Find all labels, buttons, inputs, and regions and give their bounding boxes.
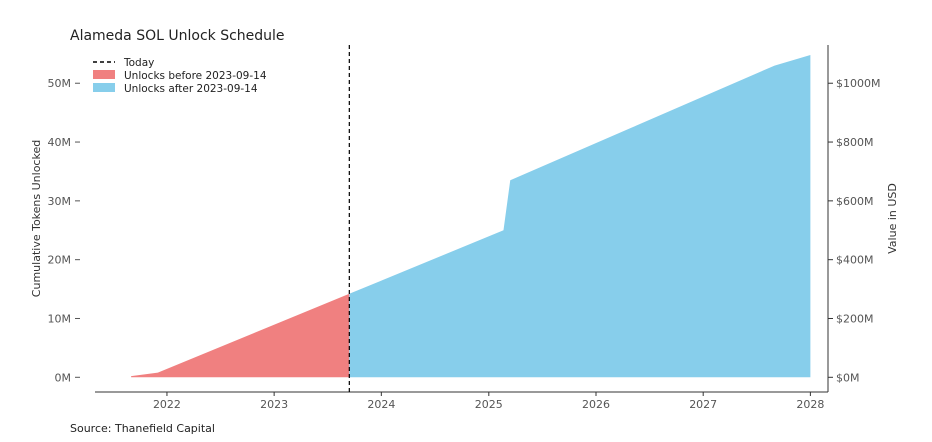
area-series-2 (349, 55, 811, 378)
y2-tick-label: $400M (836, 254, 874, 267)
legend-swatch-1 (93, 70, 115, 79)
x-tick-label: 2022 (153, 398, 181, 411)
y-tick-label: 20M (48, 254, 72, 267)
legend-label-2: Unlocks after 2023-09-14 (124, 83, 258, 95)
area-series-group (131, 55, 811, 378)
chart-title: Alameda SOL Unlock Schedule (70, 28, 285, 44)
y2-tick-label: $600M (836, 195, 874, 208)
axes-group: 2022 2023 2024 2025 2026 2027 2028 0M 10M 20M 30M 4… (48, 45, 880, 411)
y-axis-label: Cumulative Tokens Unlocked (30, 140, 43, 297)
y-tick-label: 50M (48, 77, 72, 90)
x-tick-label: 2023 (260, 398, 288, 411)
x-tick-label: 2024 (367, 398, 395, 411)
y2-tick-label: $200M (836, 312, 874, 325)
legend-label-1: Unlocks before 2023-09-14 (124, 70, 267, 82)
y2-tick-label: $1000M (836, 77, 880, 90)
x-tick-label: 2026 (582, 398, 610, 411)
y2-tick-label: $0M (836, 371, 860, 384)
y-tick-label: 10M (48, 312, 72, 325)
y-tick-label: 40M (48, 136, 72, 149)
legend-label-0: Today (123, 57, 154, 69)
x-tick-label: 2025 (475, 398, 503, 411)
y2-axis-label: Value in USD (886, 183, 899, 254)
x-tick-label: 2027 (689, 398, 717, 411)
area-series-1 (131, 293, 350, 378)
y-tick-label: 0M (55, 371, 72, 384)
y2-tick-label: $800M (836, 136, 874, 149)
legend-swatch-2 (93, 83, 115, 92)
source-caption: Source: Thanefield Capital (70, 422, 215, 435)
x-tick-label: 2028 (796, 398, 824, 411)
y-tick-label: 30M (48, 195, 72, 208)
